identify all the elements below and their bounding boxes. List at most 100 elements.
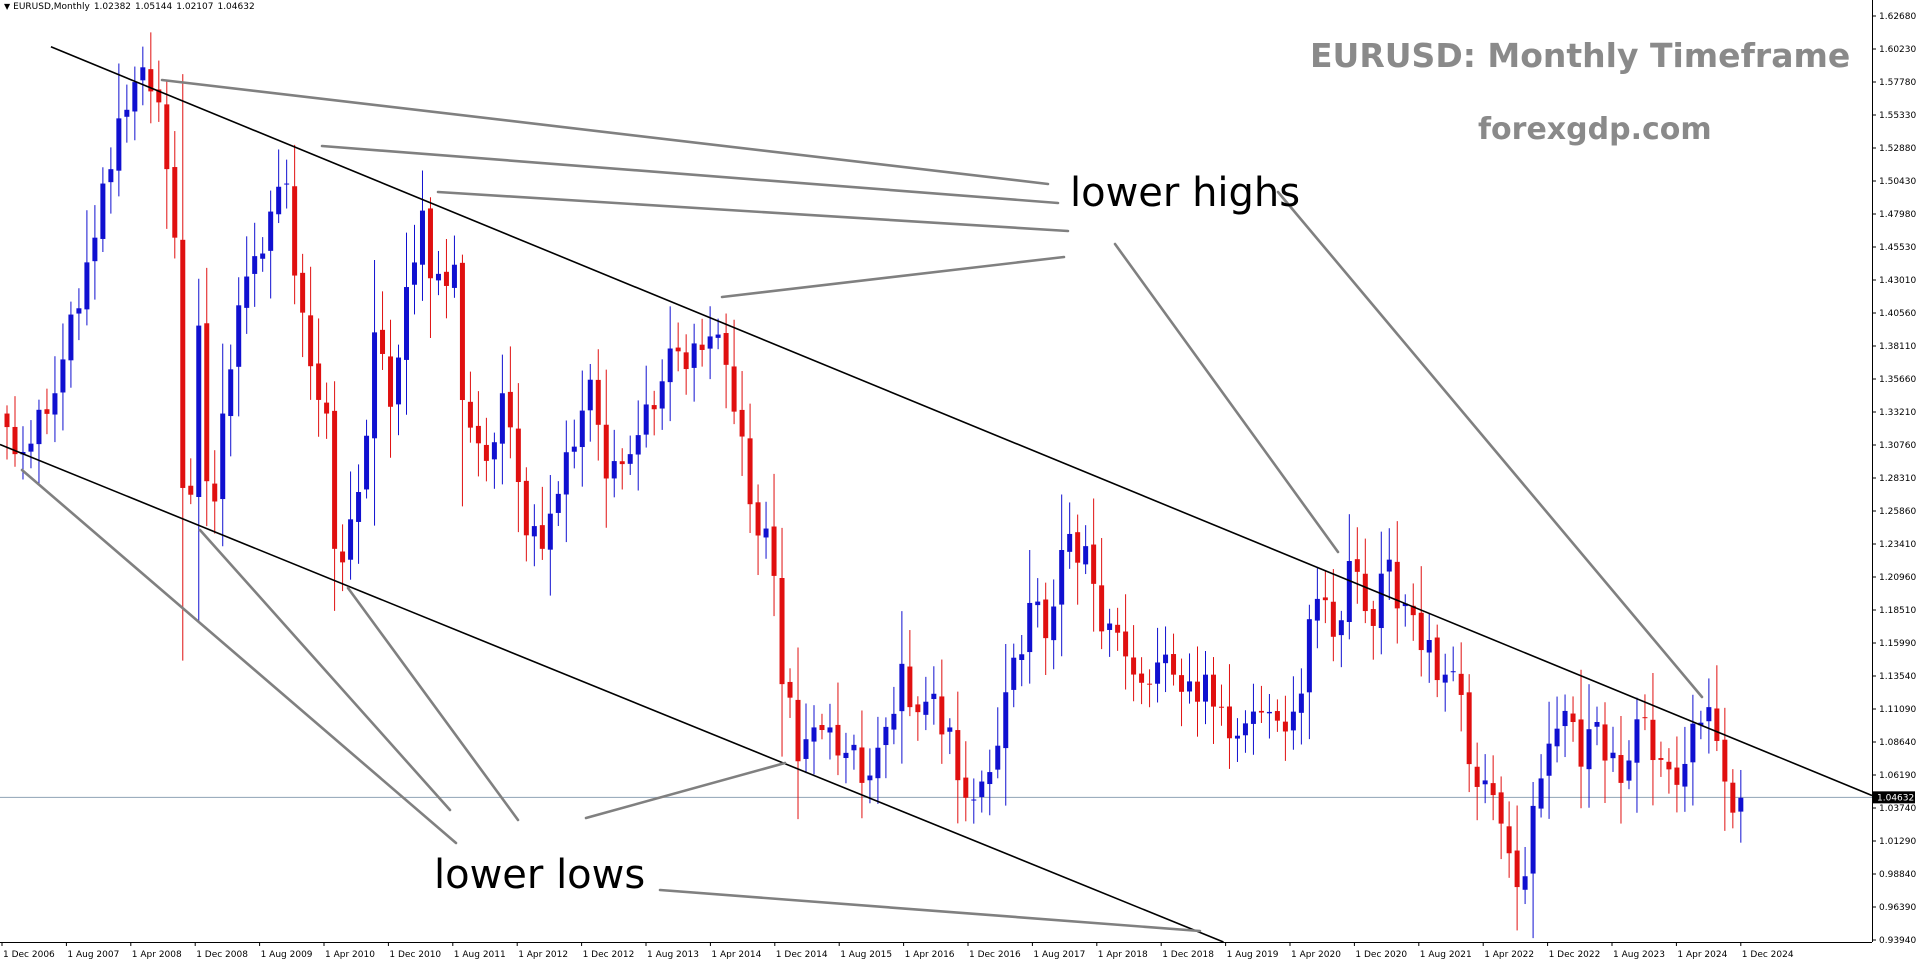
- bear-candle-body: [1370, 609, 1376, 626]
- bull-candle-body: [803, 739, 809, 759]
- bull-candle-body: [491, 442, 497, 460]
- annotation-pointer-line: [436, 190, 1070, 233]
- x-tick-label: 1 Aug 2011: [454, 950, 506, 960]
- annotation-pointer-line: [346, 586, 520, 822]
- x-tick-label: 1 Dec 2024: [1742, 950, 1794, 960]
- bear-candle-body: [1418, 612, 1424, 651]
- bear-candle-body: [1115, 624, 1121, 633]
- x-tick-label: 1 Aug 2015: [840, 950, 892, 960]
- y-tick-label: 1.20960: [1879, 573, 1916, 583]
- bear-candle-body: [180, 239, 186, 488]
- bull-candle-body: [547, 513, 553, 550]
- bull-candle-body: [364, 435, 370, 490]
- bear-candle-body: [1171, 654, 1177, 675]
- bull-candle-body: [947, 727, 953, 732]
- bull-candle-body: [92, 237, 98, 262]
- bull-candle-body: [643, 404, 649, 435]
- bull-candle-body: [1626, 760, 1632, 781]
- bull-candle-body: [1338, 620, 1344, 636]
- bear-candle-body: [1570, 713, 1576, 723]
- bear-candle-body: [907, 666, 913, 708]
- bull-candle-body: [555, 493, 561, 513]
- bull-candle-body: [827, 727, 833, 733]
- bear-candle-body: [1394, 561, 1400, 609]
- bull-candle-body: [1059, 550, 1065, 605]
- bear-candle-body: [44, 409, 50, 414]
- bear-candle-body: [1618, 755, 1624, 783]
- x-tick-label: 1 Dec 2016: [969, 950, 1021, 960]
- bull-candle-body: [579, 410, 585, 448]
- y-tick-label: 1.62680: [1879, 12, 1916, 22]
- bear-candle-body: [1666, 761, 1672, 770]
- bull-candle-body: [499, 393, 505, 444]
- bull-candle-body: [1027, 602, 1033, 653]
- bull-candle-body: [52, 393, 58, 415]
- x-tick-label: 1 Apr 2012: [518, 950, 568, 960]
- bear-candle-body: [795, 699, 801, 762]
- bull-candle-body: [811, 727, 817, 742]
- bull-candle-body: [875, 747, 881, 779]
- chart-title: EURUSD: Monthly Timeframe: [1310, 36, 1851, 75]
- x-tick-label: 1 Apr 2014: [711, 950, 761, 960]
- y-tick-label: 1.55330: [1879, 111, 1916, 121]
- bull-candle-body: [419, 210, 425, 265]
- bull-candle-body: [1594, 722, 1600, 727]
- bear-candle-body: [1506, 826, 1512, 854]
- bull-candle-body: [635, 435, 641, 455]
- y-tick-label: 1.25860: [1879, 507, 1916, 517]
- bull-candle-body: [1187, 681, 1193, 692]
- bull-candle-body: [236, 305, 242, 367]
- y-tick-label: 1.11090: [1879, 705, 1916, 715]
- bull-candle-body: [435, 273, 441, 281]
- bull-candle-body: [276, 186, 282, 215]
- x-tick-label: 1 Apr 2018: [1098, 950, 1148, 960]
- chart-header: ▼ EURUSD,Monthly 1.02382 1.05144 1.02107 1.04…: [4, 2, 259, 12]
- bull-candle-body: [124, 109, 130, 117]
- annotation-pointer-line: [1276, 190, 1704, 699]
- y-tick-label: 1.01290: [1879, 837, 1916, 847]
- bear-candle-body: [595, 379, 601, 425]
- bear-candle-body: [324, 402, 330, 414]
- bear-candle-body: [1362, 573, 1368, 612]
- bear-candle-body: [1474, 766, 1480, 787]
- bull-candle-body: [891, 713, 897, 730]
- bull-candle-body: [252, 256, 258, 274]
- website-label: forexgdp.com: [1478, 112, 1712, 147]
- bull-candle-body: [1346, 561, 1352, 622]
- annotation-pointer-line: [584, 761, 787, 820]
- bull-candle-body: [1234, 735, 1240, 739]
- annotation-pointer-line: [720, 255, 1066, 299]
- bull-candle-body: [1019, 654, 1025, 660]
- bear-candle-body: [1274, 711, 1280, 721]
- bear-candle-body: [1131, 657, 1137, 675]
- bear-candle-body: [771, 526, 777, 576]
- bull-candle-body: [1107, 623, 1113, 630]
- bull-candle-body: [763, 528, 769, 538]
- bull-candle-body: [571, 446, 577, 452]
- bear-candle-body: [651, 405, 657, 410]
- bull-candle-body: [220, 413, 226, 500]
- bull-candle-body: [899, 663, 905, 712]
- bull-candle-body: [1266, 711, 1272, 714]
- x-tick-label: 1 Dec 2008: [196, 950, 248, 960]
- bear-candle-body: [723, 333, 729, 365]
- bull-candle-body: [1530, 805, 1536, 874]
- bear-candle-body: [1218, 706, 1224, 708]
- bull-candle-body: [843, 752, 849, 759]
- bear-candle-body: [515, 428, 521, 483]
- bear-candle-body: [779, 578, 785, 685]
- x-tick-label: 1 Apr 2010: [325, 950, 375, 960]
- trendline-lower[interactable]: [0, 443, 1224, 943]
- bull-candle-body: [1554, 728, 1560, 747]
- triangle-down-icon[interactable]: ▼: [4, 2, 11, 11]
- bull-candle-body: [396, 357, 402, 405]
- annotation-pointer-line: [658, 888, 1202, 933]
- bull-candle-body: [1035, 601, 1041, 606]
- bear-candle-body: [1714, 708, 1720, 741]
- bear-candle-body: [539, 525, 545, 549]
- y-tick-label: 0.93940: [1879, 936, 1916, 946]
- bear-candle-body: [731, 366, 737, 412]
- trendline-upper[interactable]: [50, 46, 1873, 797]
